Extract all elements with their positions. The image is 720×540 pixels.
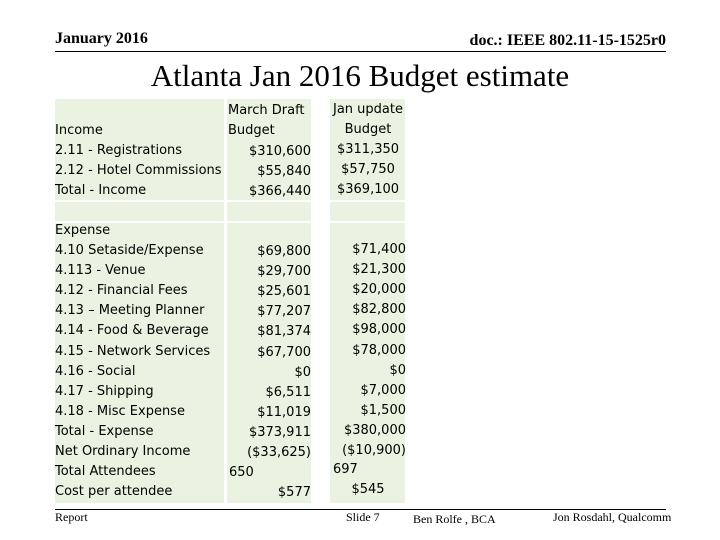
column-header-jan: Jan update [333, 102, 403, 117]
column-header-march: Budget [228, 123, 275, 138]
table-row-label: Total - Expense [55, 423, 154, 439]
table-cell-march: $11,019 [257, 404, 311, 420]
table-cell-jan: $7,000 [360, 382, 407, 398]
table-row-label: 4.12 - Financial Fees [55, 283, 188, 299]
table-cell-jan: 697 [333, 462, 358, 478]
table-row-label: 4.13 – Meeting Planner [55, 303, 205, 319]
table-cell-jan: $1,500 [360, 402, 407, 418]
table-cell-march: $373,911 [248, 424, 311, 440]
table-cell-jan: $21,300 [352, 262, 406, 278]
table-row-label: 2.12 - Hotel Commissions [55, 163, 222, 179]
table-cell-march: $310,600 [248, 144, 311, 159]
table-cell-march: $0 [294, 364, 311, 380]
footer-rule [55, 509, 666, 510]
table-row-label: 4.10 Setaside/Expense [55, 243, 204, 258]
table-cell-jan: $82,800 [352, 302, 406, 318]
column-separator [224, 99, 227, 503]
table-row-label: Total - Income [55, 183, 147, 199]
table-background [55, 99, 405, 503]
table-cell-march: $69,800 [257, 244, 311, 259]
table-cell-jan: $380,000 [343, 422, 406, 438]
column-header-march: March Draft [228, 103, 305, 118]
section-heading-income: Income [55, 123, 103, 138]
table-row-label: Net Ordinary Income [55, 444, 191, 459]
table-cell-jan: $57,750 [341, 162, 395, 178]
header-rule [55, 51, 666, 52]
table-row-label: Cost per attendee [55, 484, 173, 500]
table-cell-jan: $98,000 [352, 322, 406, 338]
table-row-label: 4.17 - Shipping [55, 383, 154, 399]
table-cell-march: ($33,625) [247, 445, 311, 460]
table-cell-jan: ($10,900) [342, 443, 406, 458]
table-cell-march: $366,440 [248, 184, 311, 200]
table-cell-march: $77,207 [257, 304, 311, 320]
section-heading-expense: Expense [55, 223, 111, 238]
page-title: Atlanta Jan 2016 Budget estimate [150, 58, 570, 93]
table-cell-jan: $369,100 [336, 182, 400, 198]
table-row-label: 4.15 - Network Services [55, 343, 211, 359]
table-cell-jan: $545 [351, 482, 385, 498]
table-cell-march: $55,840 [257, 164, 311, 180]
table-cell-march: $25,601 [257, 284, 311, 300]
table-cell-jan: $20,000 [352, 282, 406, 298]
table-row-label: Total Attendees [55, 464, 156, 480]
header-date: January 2016 [55, 30, 148, 47]
table-cell-march: $67,700 [257, 344, 311, 360]
table-cell-march: $577 [277, 485, 311, 501]
header-doc-id: doc.: IEEE 802.11-15-1525r0 [469, 32, 666, 49]
footer-report: Report [55, 510, 88, 524]
row-separator [55, 221, 405, 223]
table-row-label: 4.16 - Social [55, 363, 136, 379]
table-cell-jan: $0 [389, 362, 406, 378]
table-row-label: 2.11 - Registrations [55, 143, 183, 158]
table-row-label: 4.14 - Food & Beverage [55, 323, 209, 339]
row-separator [55, 200, 405, 202]
footer-author-2: Jon Rosdahl, Qualcomm [553, 510, 672, 524]
table-cell-jan: $78,000 [352, 342, 406, 358]
table-row-label: 4.113 - Venue [55, 263, 146, 279]
table-cell-jan: $71,400 [352, 242, 406, 257]
column-header-jan: Budget [344, 122, 392, 137]
table-cell-march: 650 [229, 465, 254, 481]
table-cell-march: $6,511 [265, 384, 312, 400]
column-gap [311, 99, 330, 503]
table-cell-march: $29,700 [257, 264, 311, 280]
table-cell-jan: $311,350 [336, 142, 400, 157]
table-row-label: 4.18 - Misc Expense [55, 403, 185, 419]
footer-slide-number: Slide 7 [346, 510, 380, 524]
footer-author-1: Ben Rolfe , BCA [413, 512, 496, 526]
table-cell-march: $81,374 [257, 324, 311, 340]
